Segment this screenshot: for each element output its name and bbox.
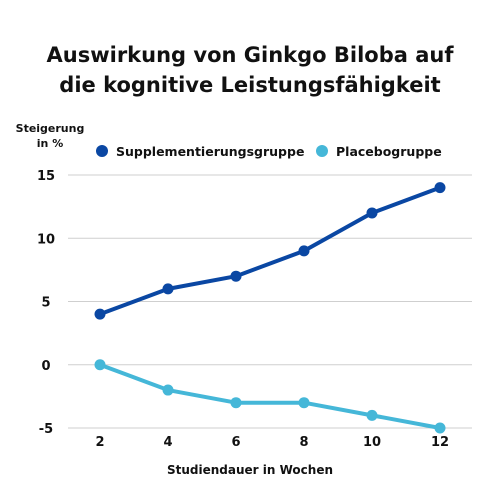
y-axis-label-line-1: Steigerung xyxy=(15,122,85,135)
x-tick-label: 10 xyxy=(363,435,381,450)
x-axis-label: Studiendauer in Wochen xyxy=(167,463,333,477)
x-tick-labels: 2 4 6 8 10 12 xyxy=(95,435,449,450)
series-points xyxy=(94,182,446,434)
data-point-placebo xyxy=(230,397,242,409)
chart-title-line-1: Auswirkung von Ginkgo Biloba auf xyxy=(46,43,454,67)
y-tick-label: 0 xyxy=(41,359,50,374)
x-tick-label: 4 xyxy=(163,435,172,450)
legend-label-placebo: Placebogruppe xyxy=(336,143,442,159)
y-tick-label: -5 xyxy=(39,422,53,437)
x-tick-label: 2 xyxy=(95,435,104,450)
series-line-placebo xyxy=(98,362,442,430)
y-tick-labels: 15 10 5 0 -5 xyxy=(37,169,55,437)
y-tick-label: 5 xyxy=(41,296,50,311)
series-lines xyxy=(98,185,442,430)
data-point-supplement xyxy=(298,245,310,257)
data-point-placebo xyxy=(366,409,378,421)
y-axis-label-line-2: in % xyxy=(36,137,64,150)
legend-marker-supplement xyxy=(96,145,108,157)
legend-label-supplement: Supplementierungsgruppe xyxy=(116,143,305,159)
legend-item-placebo: Placebogruppe xyxy=(316,142,442,160)
y-tick-label: 15 xyxy=(37,169,55,184)
y-axis-label: Steigerung in % xyxy=(14,121,86,151)
data-point-supplement xyxy=(366,207,378,219)
series-line-supplement xyxy=(98,185,442,317)
data-point-placebo xyxy=(94,359,106,371)
data-point-placebo xyxy=(434,422,446,434)
data-point-supplement xyxy=(94,308,106,320)
data-point-placebo xyxy=(162,384,174,396)
data-point-supplement xyxy=(162,283,174,295)
legend-item-supplement: Supplementierungsgruppe xyxy=(96,142,304,160)
data-point-placebo xyxy=(298,397,310,409)
x-tick-label: 8 xyxy=(299,435,308,450)
chart-title: Auswirkung von Ginkgo Biloba auf die kog… xyxy=(0,40,500,100)
data-point-supplement xyxy=(230,270,242,282)
x-tick-label: 6 xyxy=(231,435,240,450)
y-tick-label: 10 xyxy=(37,232,55,247)
chart-title-line-2: die kognitive Leistungsfähigkeit xyxy=(59,73,441,97)
legend-marker-placebo xyxy=(316,145,328,157)
x-tick-label: 12 xyxy=(431,435,449,450)
data-point-supplement xyxy=(434,182,446,194)
